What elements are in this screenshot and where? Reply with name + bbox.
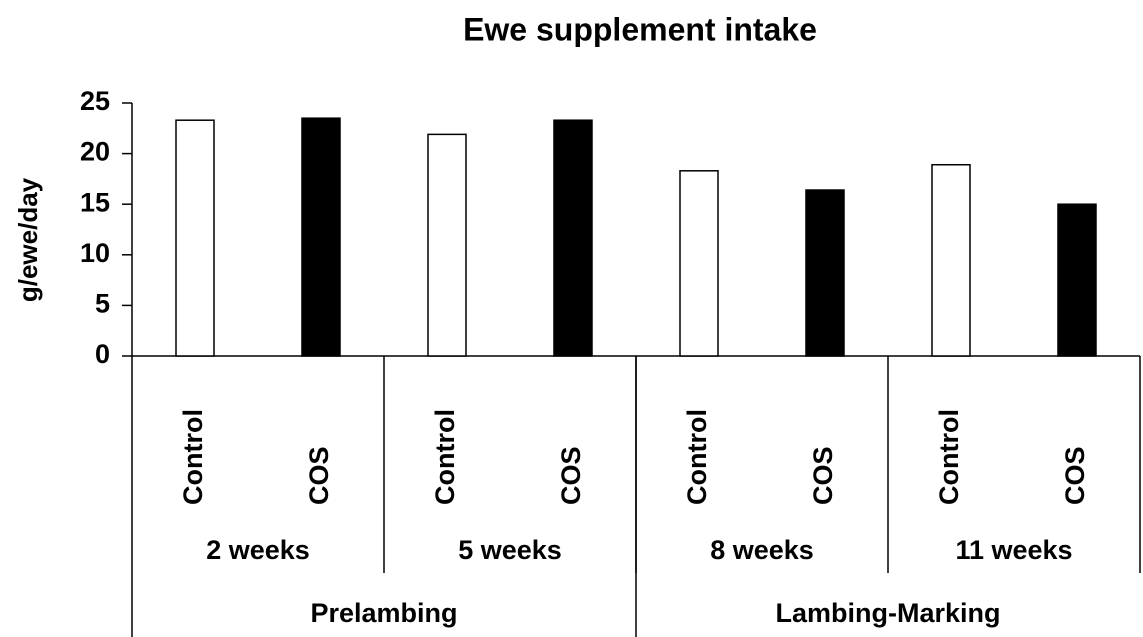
x-tick-label: Control (934, 409, 964, 505)
supergroup-label: Prelambing (310, 598, 457, 628)
x-tick-label: COS (304, 446, 334, 505)
y-tick-label: 5 (95, 289, 110, 319)
group-label: 5 weeks (458, 535, 562, 565)
supergroup-label: Lambing-Marking (775, 598, 1000, 628)
y-tick-label: 10 (80, 238, 110, 268)
y-tick-label: 20 (80, 137, 110, 167)
x-tick-label: Control (682, 409, 712, 505)
x-tick-label: COS (556, 446, 586, 505)
bar (427, 133, 467, 357)
bar (931, 163, 971, 357)
group-label: 11 weeks (955, 535, 1072, 565)
group-label: 2 weeks (206, 535, 310, 565)
y-tick-label: 15 (80, 187, 110, 217)
y-tick-label: 0 (95, 339, 110, 369)
y-tick-label: 25 (80, 86, 110, 116)
y-axis-label: g/ewe/day (13, 177, 43, 302)
bar (805, 189, 845, 357)
group-label: 8 weeks (710, 535, 814, 565)
x-tick-label: COS (808, 446, 838, 505)
bar (301, 117, 341, 357)
bar (679, 170, 719, 357)
chart-title: Ewe supplement intake (463, 11, 817, 47)
bar (553, 119, 593, 357)
x-tick-label: Control (178, 409, 208, 505)
bar (175, 119, 215, 357)
x-tick-label: COS (1060, 446, 1090, 505)
bar (1057, 203, 1097, 357)
x-tick-label: Control (430, 409, 460, 505)
